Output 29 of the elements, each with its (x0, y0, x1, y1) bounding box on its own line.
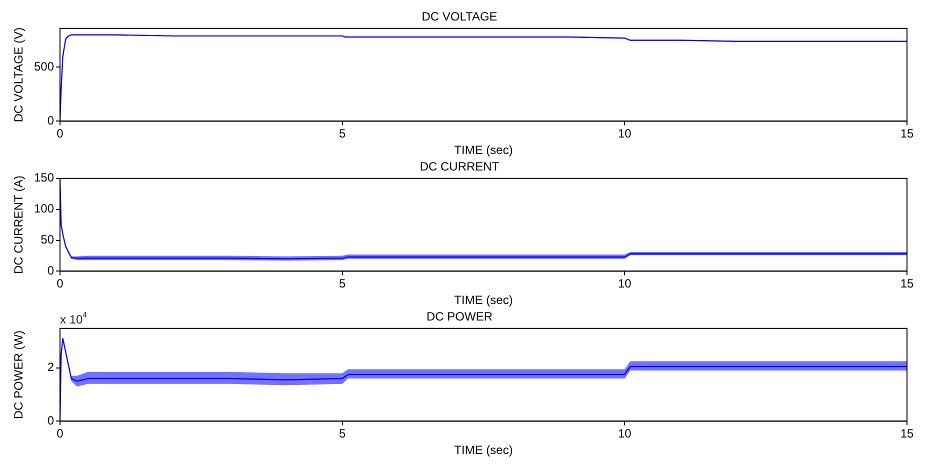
x-tick-label: 15 (900, 276, 914, 291)
x-tick-label: 0 (56, 426, 64, 441)
x-axis-title: TIME (sec) (454, 443, 513, 458)
x-tick-label: 5 (338, 126, 346, 141)
chart-title: DC CURRENT (420, 160, 500, 174)
y-tick-label: 150 (34, 170, 54, 185)
x-tick-label: 10 (618, 276, 632, 291)
y-axis-title: DC CURRENT (A) (12, 176, 26, 274)
x-tick-label: 5 (338, 276, 346, 291)
y-tick-label: 100 (34, 202, 54, 216)
y-tick-label: 2 (47, 360, 54, 374)
y-tick-label: 500 (34, 60, 54, 74)
y-tick-label: 0 (47, 114, 54, 128)
y-axis-title: DC VOLTAGE (V) (12, 27, 26, 122)
x-tick-label: 0 (56, 276, 64, 291)
x-axis-title: TIME (sec) (454, 293, 513, 308)
x-tick-label: 0 (56, 126, 64, 141)
x-tick-label: 15 (900, 426, 914, 441)
x-axis-title: TIME (sec) (454, 143, 513, 158)
x-tick-label: 10 (618, 426, 632, 441)
chart-title: DC POWER (426, 310, 493, 324)
x-tick-label: 15 (900, 126, 914, 141)
chart-title: DC VOLTAGE (422, 10, 498, 24)
y-tick-label: 0 (47, 414, 54, 428)
x-tick-label: 5 (338, 426, 346, 441)
y-tick-label: 50 (40, 232, 54, 247)
x-tick-label: 10 (618, 126, 632, 141)
y-axis-title: DC POWER (W) (12, 330, 26, 420)
y-tick-label: 0 (47, 264, 54, 278)
